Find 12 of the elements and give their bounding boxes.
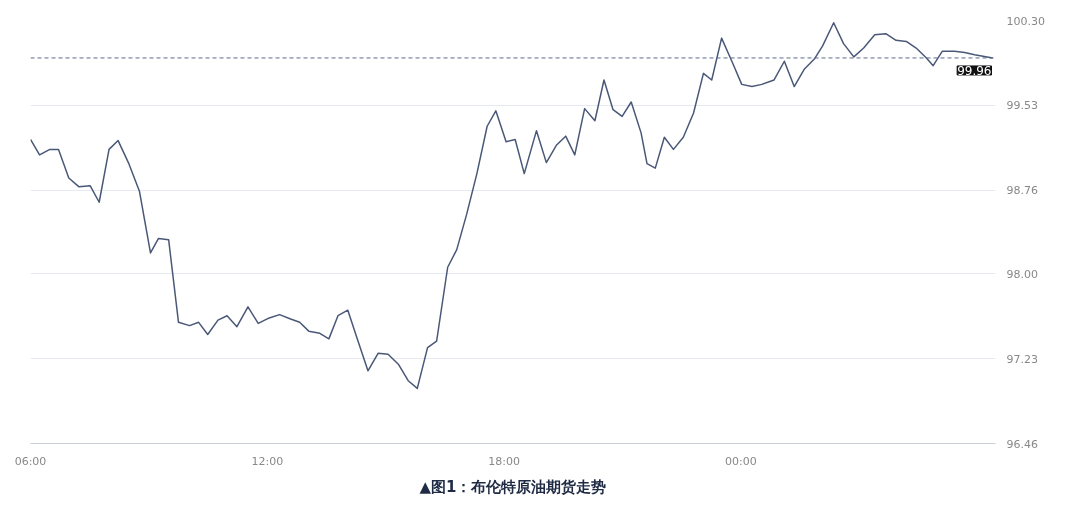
x-tick-label: 00:00 bbox=[725, 454, 757, 468]
ref-line-label: 99.96 bbox=[957, 63, 992, 78]
y-tick-label: 97.23 bbox=[1006, 352, 1038, 366]
x-tick-label: 06:00 bbox=[14, 454, 47, 468]
y-tick-label: 100.30 bbox=[1006, 14, 1045, 28]
y-tick-label: 99.53 bbox=[1006, 99, 1038, 113]
y-tick-label: 96.46 bbox=[1006, 437, 1038, 451]
y-tick-label: 98.76 bbox=[1006, 184, 1038, 198]
y-tick-label: 98.00 bbox=[1006, 267, 1038, 281]
x-tick-label: 18:00 bbox=[488, 454, 520, 468]
x-tick-label: 12:00 bbox=[251, 454, 284, 468]
text: ▲图1：布伦特原油期货走势 bbox=[419, 477, 607, 496]
